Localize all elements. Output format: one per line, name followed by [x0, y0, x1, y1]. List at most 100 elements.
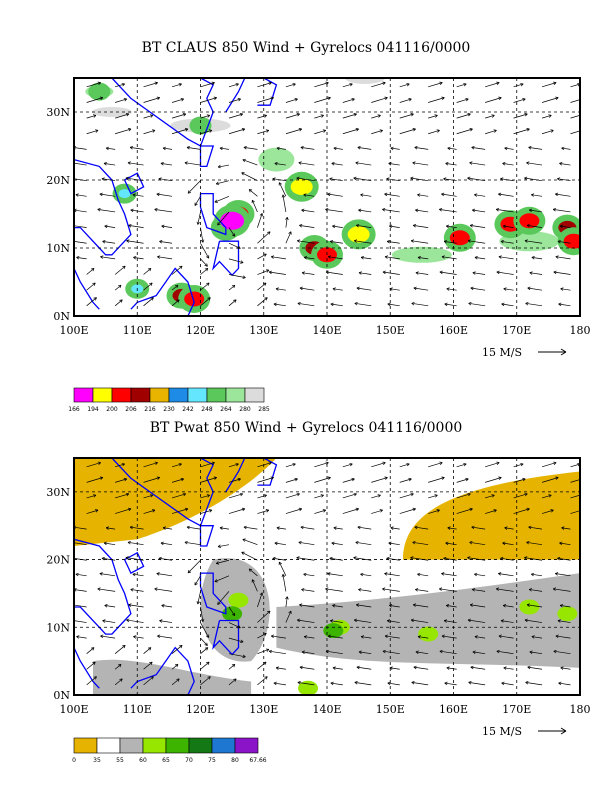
colorbar-label: 0: [72, 757, 76, 764]
wind-arrow-head: [187, 569, 192, 574]
wind-arrow: [257, 297, 268, 307]
wind-arrow-head: [239, 113, 244, 117]
y-tick-label: 10N: [46, 242, 70, 255]
wind-arrow: [257, 82, 272, 88]
wind-arrow-head: [526, 223, 530, 228]
wind-arrow: [439, 271, 457, 275]
wind-arrow-head: [268, 270, 273, 275]
wind-arrow: [445, 542, 457, 546]
colorbar-swatch: [187, 387, 208, 403]
wind-arrow-head: [411, 681, 415, 685]
wind-arrow-head: [386, 556, 390, 561]
wind-arrow-head: [502, 162, 506, 166]
wind-arrow-head: [389, 287, 393, 291]
wind-arrow-head: [186, 146, 190, 150]
wind-arrow-head: [278, 182, 282, 186]
wind-arrow-head: [553, 270, 557, 275]
wind-arrow: [502, 542, 514, 546]
wind-arrow-head: [128, 128, 132, 132]
vector-scale-arrow-head: [560, 727, 567, 735]
wind-arrow-head: [581, 493, 584, 496]
wind-arrow: [353, 177, 372, 182]
wind-arrow: [386, 178, 400, 182]
wind-arrow-head: [241, 551, 245, 555]
wind-arrow-head: [281, 574, 286, 578]
wind-arrow-head: [436, 509, 440, 513]
wind-arrow: [314, 114, 324, 119]
wind-arrow: [411, 302, 429, 307]
wind-arrow: [257, 97, 274, 103]
wind-arrow-head: [103, 162, 107, 166]
wind-arrow: [342, 463, 353, 468]
wind-arrow: [526, 162, 543, 166]
wind-arrow-head: [301, 271, 305, 275]
wind-arrow: [200, 509, 213, 514]
claus-cloud-patch: [344, 78, 385, 84]
wind-arrow-head: [504, 146, 508, 151]
wind-arrow: [104, 605, 116, 608]
wind-arrow: [214, 575, 230, 583]
wind-arrow: [200, 494, 210, 499]
wind-arrow: [285, 610, 292, 623]
wind-arrow-head: [157, 634, 161, 639]
wind-arrow: [143, 647, 152, 654]
y-tick-label: 0N: [53, 310, 70, 323]
coastline: [199, 192, 227, 236]
wind-arrow: [382, 650, 400, 655]
wind-arrow: [570, 130, 580, 135]
wind-arrow-head: [470, 286, 474, 291]
colorbar-label: 75: [208, 757, 216, 764]
wind-arrow-head: [251, 579, 255, 583]
wind-arrow-head: [105, 526, 110, 530]
wind-arrow-head: [332, 224, 336, 229]
wind-arrow-head: [524, 239, 528, 243]
wind-arrow-head: [123, 477, 128, 482]
colorbar-swatch: [234, 737, 259, 754]
wind-arrow-head: [441, 192, 445, 197]
wind-arrow: [75, 194, 87, 197]
wind-arrow-head: [410, 556, 414, 560]
wind-arrow-head: [91, 647, 95, 651]
wind-arrow-head: [75, 572, 79, 577]
wind-arrow: [106, 147, 116, 150]
wind-arrow-head: [355, 540, 359, 545]
x-tick-label: 120E: [186, 703, 215, 716]
wind-arrow-head: [297, 618, 301, 623]
wind-arrow: [417, 636, 429, 639]
coastline: [199, 525, 215, 547]
wind-arrow-head: [93, 297, 97, 301]
wind-arrow: [472, 272, 486, 275]
wind-arrow: [228, 242, 241, 249]
wind-arrow-head: [528, 208, 533, 213]
wind-arrow: [332, 225, 343, 228]
wind-arrow-head: [128, 603, 132, 607]
wind-arrow: [200, 676, 211, 686]
wind-arrow-head: [526, 161, 530, 165]
wind-arrow: [500, 241, 514, 244]
wind-arrow: [485, 477, 502, 483]
wind-arrow: [114, 678, 123, 686]
wind-arrow: [272, 178, 286, 182]
wind-arrow-head: [275, 287, 279, 291]
wind-arrow-head: [129, 525, 134, 530]
wind-arrow-head: [133, 255, 137, 260]
colorbar-label: 216: [144, 406, 156, 413]
wind-arrow: [446, 288, 457, 291]
wind-arrow-head: [132, 572, 136, 577]
wind-arrow: [99, 193, 116, 197]
wind-arrow: [526, 541, 543, 546]
colorbar-swatch: [168, 387, 189, 403]
wind-arrow: [330, 303, 343, 307]
wind-arrow: [257, 477, 274, 483]
wind-arrow: [384, 256, 400, 260]
wind-arrow: [541, 494, 552, 499]
wind-arrow-head: [382, 587, 386, 591]
wind-arrow-head: [559, 541, 563, 546]
wind-arrow: [75, 573, 87, 577]
wind-arrow-head: [276, 526, 280, 530]
wind-arrow-head: [469, 128, 473, 132]
wind-arrow: [115, 508, 132, 514]
wind-arrow: [74, 557, 87, 561]
wind-arrow-head: [445, 224, 450, 229]
wind-arrow: [285, 217, 288, 228]
